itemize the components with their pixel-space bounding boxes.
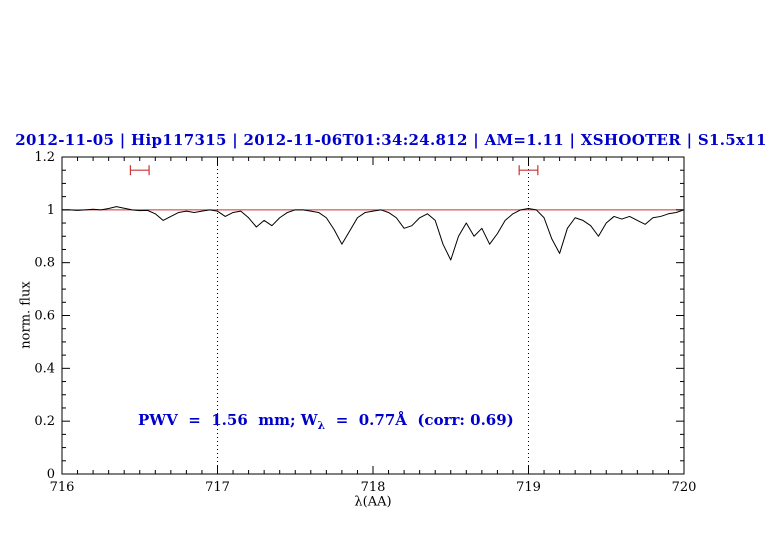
y-axis-label: norm. flux	[18, 281, 34, 349]
x-axis-label: λ(AA)	[354, 494, 392, 510]
y-tick-label: 1.2	[34, 150, 55, 165]
x-tick-label: 720	[672, 480, 697, 495]
pwv-annotation-subscript: λ	[317, 419, 326, 432]
y-tick-label: 0.6	[34, 309, 55, 324]
x-tick-label: 716	[50, 480, 75, 495]
y-tick-label: 0.8	[34, 256, 55, 271]
y-tick-label: 1	[47, 203, 55, 218]
y-tick-label: 0.2	[34, 414, 55, 429]
x-tick-label: 719	[516, 480, 541, 495]
pwv-annotation: PWV = 1.56 mm; Wλ = 0.77Å (corr: 0.69)	[138, 411, 514, 432]
pwv-annotation-suffix: = 0.77Å (corr: 0.69)	[325, 411, 514, 429]
spectrum-line	[62, 206, 685, 261]
y-tick-label: 0.4	[34, 361, 55, 376]
x-tick-label: 717	[205, 480, 230, 495]
y-tick-label: 0	[47, 467, 55, 482]
x-tick-label: 718	[361, 480, 386, 495]
plot-title: 2012-11-05 | Hip117315 | 2012-11-06T01:3…	[15, 131, 767, 149]
pwv-annotation-prefix: PWV = 1.56 mm; W	[138, 411, 318, 429]
